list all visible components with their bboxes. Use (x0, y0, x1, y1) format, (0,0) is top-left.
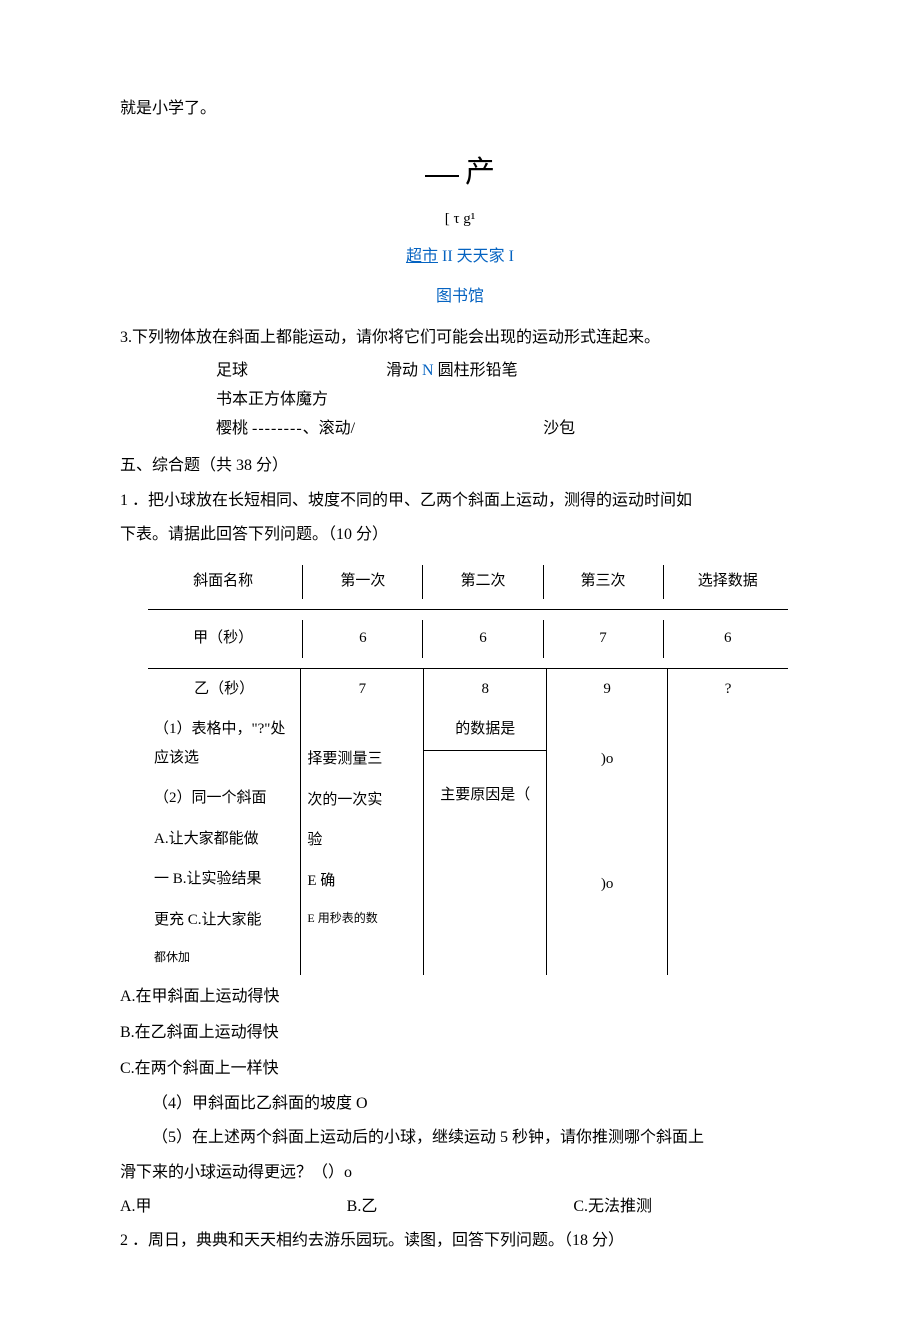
q3-r1-right: 圆柱形铅笔 (434, 362, 518, 379)
ra-1: 6 (307, 609, 418, 668)
opt-c: C.在两个斜面上一样快 (120, 1053, 800, 1085)
section5-title: 五、综合题（共 38 分） (120, 451, 800, 481)
ig-c1-l5: 更充 C.让大家能 (148, 900, 300, 941)
ig-c2-l5: E 用秒表的数 (301, 901, 423, 936)
q5-1-sub4: （4）甲斜面比乙斜面的坡度 O (120, 1089, 800, 1119)
rb-4: ? (668, 669, 788, 710)
rb-2: 8 (424, 669, 546, 710)
q3-r3-left: 樱桃 (216, 420, 252, 437)
rb-3: 9 (547, 669, 667, 710)
th-3: 第三次 (548, 559, 659, 610)
ig-c1-l2: （2）同一个斜面 (148, 778, 300, 819)
q3-stem: 3.下列物体放在斜面上都能运动，请你将它们可能会出现的运动形式连起来。 (120, 323, 800, 353)
data-table: 斜面名称 第一次 第二次 第三次 选择数据 甲（秒） 6 6 7 6 (148, 559, 788, 669)
ig-c2-l2: 次的一次实 (301, 780, 423, 821)
ra-3: 7 (548, 609, 659, 668)
q5-1-5-opt-b: B.乙 (347, 1192, 574, 1222)
opt-a: A.在甲斜面上运动得快 (120, 981, 800, 1013)
rb-1: 7 (301, 669, 423, 710)
ra-0: 甲（秒） (148, 609, 298, 668)
q3-r3-right: 沙包 (543, 420, 575, 437)
th-1: 第一次 (307, 559, 418, 610)
link-supermarket[interactable]: 超市 (406, 248, 438, 265)
ig-c2-l1: 择要测量三 (301, 739, 423, 780)
q3-r3-mid: 、滚动/ (303, 420, 355, 437)
formula-main: 产 (120, 144, 800, 201)
q5-1-5-opt-c: C.无法推测 (573, 1192, 800, 1222)
q3-r1-mid: 滑动 (386, 362, 422, 379)
q5-2-stem: 2 ．周日，典典和天天相约去游乐园玩。读图，回答下列问题。（18 分） (120, 1226, 800, 1256)
q5-1-5-opt-a: A.甲 (120, 1192, 347, 1222)
q5-1-stem-b: 下表。请据此回答下列问题。（10 分） (120, 520, 800, 550)
q5-1-sub5b: 滑下来的小球运动得更远？（）o (120, 1158, 800, 1188)
ig-c3-l1: 的数据是 (424, 709, 546, 750)
inner-grid: 乙（秒） （1）表格中，"?"处应该选 （2）同一个斜面 A.让大家都能做 一 … (148, 669, 788, 975)
th-name: 斜面名称 (148, 559, 298, 610)
q3-r1-n: N (422, 362, 434, 379)
ig-c3-l2: 主要原因是（ (424, 775, 546, 816)
ra-2: 6 (427, 609, 538, 668)
formula-dash-icon (425, 175, 459, 177)
ig-c4-l2: )o (547, 864, 667, 905)
ig-c2-l3: 验 (301, 820, 423, 861)
q5-1-stem-a: 1 ．把小球放在长短相同、坡度不同的甲、乙两个斜面上运动，测得的运动时间如 (120, 486, 800, 516)
ig-c2-l4: E 确 (301, 861, 423, 902)
formula-char: 产 (465, 156, 495, 189)
th-2: 第二次 (427, 559, 538, 610)
rb-label: 乙（秒） (148, 669, 300, 710)
ig-c4-l1: )o (547, 739, 667, 780)
ra-4: 6 (668, 609, 788, 668)
th-sel: 选择数据 (668, 559, 788, 610)
top-fragment-text: 就是小学了。 (120, 94, 800, 124)
q3-r3-dash: -------- (252, 420, 303, 437)
q3-r2: 书本正方体魔方 (216, 386, 800, 415)
ig-c1-l3: A.让大家都能做 (148, 819, 300, 860)
ig-c1-l6: 都休加 (148, 940, 300, 975)
q3-r1-left: 足球 (216, 362, 248, 379)
link-library[interactable]: 图书馆 (120, 282, 800, 312)
formula-sub: [ τ g¹ (120, 205, 800, 234)
q3-match-block: 足球 滑动 N 圆柱形铅笔 书本正方体魔方 樱桃 --------、滚动/ 沙包 (216, 357, 800, 443)
q5-1-sub5a: （5）在上述两个斜面上运动后的小球，继续运动 5 秒钟，请你推测哪个斜面上 (120, 1123, 800, 1153)
ig-c1-l4: 一 B.让实验结果 (148, 859, 300, 900)
opt-b: B.在乙斜面上运动得快 (120, 1017, 800, 1049)
ig-c1-l1: （1）表格中，"?"处应该选 (148, 709, 300, 778)
link-tiantian[interactable]: II 天天家 I (438, 248, 514, 265)
